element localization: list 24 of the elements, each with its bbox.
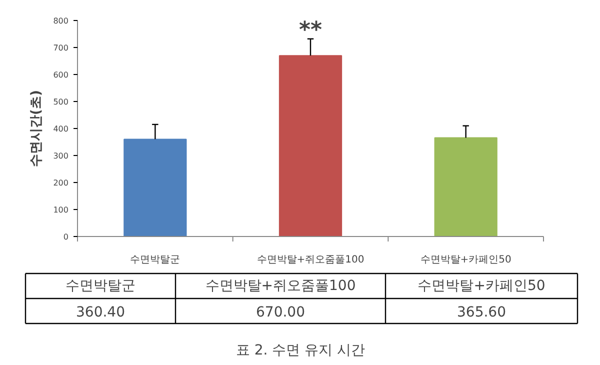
- annotation: **: [298, 18, 322, 43]
- data-label: 360.40: [76, 304, 126, 320]
- y-axis-title: 수면시간(초): [29, 90, 44, 167]
- data-label: 670.00: [256, 304, 306, 320]
- x-tick-label: 수면박탈+카페인50: [420, 254, 512, 266]
- y-tick-label: 200: [53, 178, 69, 188]
- bar: [434, 137, 498, 237]
- x-tick-label: 수면박탈+쥐오줌풀100: [256, 254, 364, 266]
- category-label: 수면박탈군: [66, 278, 136, 294]
- y-tick-label: 400: [53, 124, 69, 134]
- y-tick-label: 500: [53, 98, 69, 106]
- category-label: 수면박탈+카페인50: [418, 278, 546, 294]
- x-tick-label: 수면박탈군: [130, 254, 180, 266]
- y-tick-label: 600: [53, 70, 69, 80]
- data-label: 365.60: [457, 304, 506, 320]
- bar: [124, 138, 187, 237]
- bar: [278, 55, 342, 237]
- y-tick-label: 0: [63, 232, 69, 242]
- category-label: 수면박탈+쥐오줌풀100: [205, 278, 356, 294]
- text: 표 2. 수면 유지 시간: [236, 342, 366, 358]
- y-tick-label: 100: [53, 206, 69, 214]
- y-tick-label: 700: [53, 44, 69, 52]
- y-tick-label: 300: [53, 152, 69, 160]
- y-tick-label: 800: [53, 16, 69, 26]
